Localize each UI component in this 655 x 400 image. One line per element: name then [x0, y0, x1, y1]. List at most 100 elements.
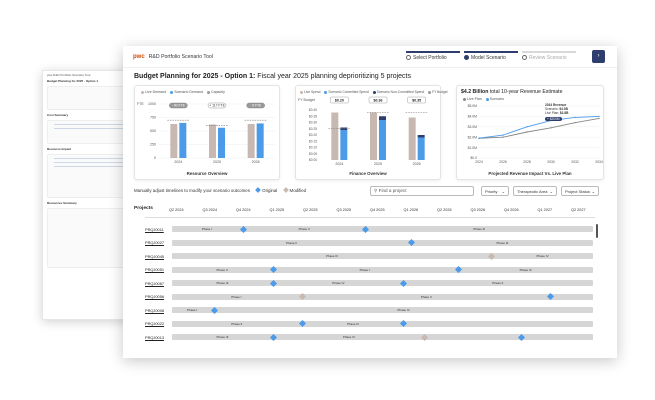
timeline-bar[interactable]: Phase I Phase II Phase III: [172, 225, 593, 233]
project-link[interactable]: PRQJ0067: [145, 280, 165, 286]
x-tick-label: 2026: [499, 160, 507, 164]
budget-badge: [407, 96, 426, 104]
finance-legend: Live Spend Scenario Committed Spend Scen…: [297, 90, 448, 94]
live-plan-line: [478, 118, 600, 139]
timeline-bar[interactable]: Phase II Phase I Phase III: [172, 265, 593, 274]
milestone-diamond-icon[interactable]: [240, 225, 248, 233]
x-tick-label: 2026: [413, 162, 421, 166]
milestone-diamond-icon[interactable]: [421, 333, 429, 341]
x-tick-label: 2028: [523, 160, 531, 164]
budget-badge-label: $0.20: [335, 98, 344, 102]
quarter-label: Q2 2026: [437, 208, 452, 212]
phase-label: Phase III: [496, 240, 509, 245]
phase-label: Phase III: [216, 281, 229, 285]
phase-label: Phase I: [359, 267, 370, 272]
priority-dropdown[interactable]: Priority ⌄: [481, 186, 509, 196]
legend-dot-icon: [300, 90, 303, 94]
revenue-chart: $0.0 $1.0M $2.0M $3.0M $4.0M $5.0M 2024 2026 202…: [468, 104, 603, 164]
milestone-diamond-icon[interactable]: [269, 265, 277, 274]
project-link[interactable]: PRQJ0008: [145, 307, 165, 313]
therapeutic-area-dropdown[interactable]: Therapeutic Area ⌄: [513, 186, 557, 196]
milestone-diamond-icon[interactable]: [517, 333, 525, 341]
timeline-bar[interactable]: Phase I Phase II: [172, 292, 593, 301]
live-plan-point: [550, 127, 552, 129]
phase-label: Phase I: [187, 308, 198, 312]
app-title: R&D Portfolio Scenario Tool: [148, 53, 213, 60]
fte-badge-label: + 117 FTE: [209, 104, 225, 108]
timeline-bar[interactable]: Phase II Phase III: [172, 319, 593, 328]
milestone-diamond-icon[interactable]: [400, 279, 408, 287]
milestone-diamond-icon[interactable]: [298, 319, 307, 328]
non-committed-spend-bar: [379, 116, 386, 120]
timeline-bar[interactable]: Phase III Phase IV: [172, 252, 593, 260]
legend-dot-icon: [372, 90, 376, 94]
milestone-diamond-icon[interactable]: [362, 225, 370, 233]
y-tick-label: 500: [150, 129, 156, 133]
milestone-diamond-icon[interactable]: [210, 306, 218, 314]
project-status-dropdown[interactable]: Project Status ⌄: [561, 186, 599, 196]
step-model-scenario[interactable]: Model Scenario: [464, 51, 522, 61]
step-review-scenario[interactable]: Review Scenario: [522, 51, 580, 61]
project-search-input[interactable]: ⚲ Find a project: [370, 186, 474, 196]
step-pending-icon: [522, 55, 527, 61]
x-tick-label: 2024: [475, 160, 483, 164]
y-tick-label: 250: [150, 143, 156, 147]
timeline-bar[interactable]: Phase III Phase IV: [172, 333, 593, 341]
phase-label: Phase II: [216, 267, 228, 272]
project-link[interactable]: PRQJ0011: [145, 226, 164, 232]
milestone-diamond-icon[interactable]: [298, 292, 307, 301]
phase-label: Phase I: [201, 227, 212, 231]
quarter-label: Q2 2025: [303, 208, 318, 212]
milestone-diamond-icon[interactable]: [454, 265, 462, 274]
revenue-panel: $4.2 Billion total 10-year Revenue Estim…: [456, 85, 604, 180]
live-demand-bar: [247, 123, 255, 158]
project-link[interactable]: PRQJ0027: [145, 240, 165, 245]
x-tick-label: 2024: [174, 160, 182, 164]
quarter-label: Q3 2024: [202, 208, 218, 212]
chevron-down-icon: ⌄: [549, 189, 553, 194]
milestone-diamond-icon[interactable]: [400, 319, 408, 328]
finance-overview-panel: Live Spend Scenario Committed Spend Scen…: [295, 85, 448, 180]
project-link[interactable]: PRQJ0056: [145, 294, 165, 299]
scrollbar[interactable]: [596, 224, 598, 238]
project-link[interactable]: PRQJ0013: [145, 334, 165, 340]
search-icon: ⚲: [374, 188, 378, 193]
project-link[interactable]: PRQJ0045: [145, 253, 165, 259]
project-link[interactable]: PRQJ0022: [145, 321, 165, 326]
y-tick-label: $0.10: [309, 146, 317, 150]
phase-label: Phase III: [216, 335, 229, 339]
quarter-label: Q3 2025: [336, 208, 352, 212]
project-link[interactable]: PRQJ0051: [145, 267, 165, 272]
next-button[interactable]: ›: [592, 50, 605, 63]
phase-label: Phase IV: [536, 254, 549, 258]
stepper: Select Portfolio Model Scenario Review S…: [406, 51, 580, 61]
quarter-label: Q3 2026: [470, 208, 486, 212]
timeline-bar[interactable]: Phase II Phase III: [172, 238, 593, 247]
y-tick-label: 0: [154, 156, 156, 160]
milestone-diamond-icon[interactable]: [488, 252, 496, 260]
x-tick-label: 2026: [252, 160, 260, 164]
scenario-point: [598, 115, 600, 118]
x-tick-label: 2025: [213, 160, 221, 164]
milestone-diamond-icon[interactable]: [269, 333, 277, 341]
fte-badge-label: - 5 FTE: [250, 104, 262, 108]
scenario-point: [478, 137, 480, 139]
legend-dot-icon: [428, 90, 432, 94]
y-axis-label: FTE: [137, 102, 144, 106]
revenue-delta-badge: + $200M: [545, 116, 562, 121]
step-select-portfolio[interactable]: Select Portfolio: [406, 51, 464, 61]
milestone-diamond-icon[interactable]: [547, 292, 555, 301]
phase-label: Phase IV: [332, 281, 345, 285]
chevron-down-icon: ⌄: [591, 189, 595, 194]
timeline-bar[interactable]: Phase III Phase IV Phase II: [172, 279, 593, 287]
milestone-diamond-icon[interactable]: [408, 238, 416, 247]
x-tick-label: 2024: [335, 162, 343, 166]
pwc-logo: pwc: [133, 53, 145, 60]
milestone-diamond-icon[interactable]: [269, 279, 277, 287]
committed-spend-bar: [417, 137, 425, 160]
phase-label: Phase II: [298, 227, 310, 231]
quarter-label: Q1 2027: [537, 208, 553, 212]
x-tick-label: 2030: [547, 160, 555, 164]
timeline-bar[interactable]: Phase I Phase IV: [172, 306, 593, 314]
fte-badge-label: - 90 FTE: [172, 104, 186, 108]
